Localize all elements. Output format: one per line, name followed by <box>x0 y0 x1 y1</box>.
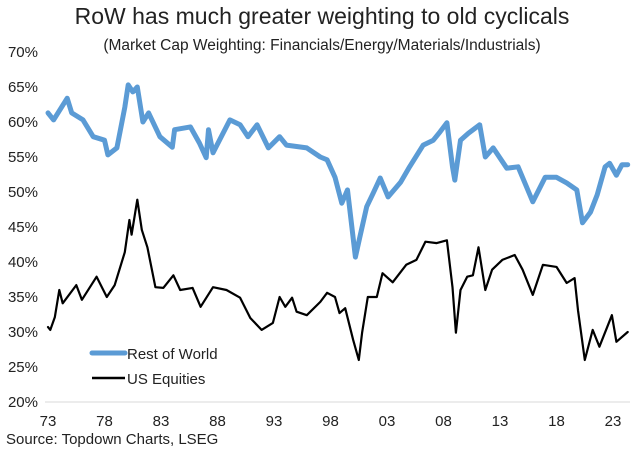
x-tick-label: 73 <box>40 413 57 430</box>
y-axis-ticks: 20% 25% 30% 35% 40% 45% 50% 55% 60% 65% 70% <box>8 44 38 411</box>
chart-title: RoW has much greater weighting to old cy… <box>75 3 570 29</box>
chart-subtitle: (Market Cap Weighting: Financials/Energy… <box>103 37 540 54</box>
x-tick-label: 88 <box>209 413 226 430</box>
series-line-us-equities <box>46 198 629 362</box>
y-tick-label: 45% <box>8 219 38 236</box>
y-tick-label: 40% <box>8 254 38 271</box>
y-tick-label: 30% <box>8 324 38 341</box>
y-tick-label: 35% <box>8 289 38 306</box>
x-axis-ticks: 73 78 83 88 93 98 03 08 13 18 23 <box>40 413 622 430</box>
x-tick-label: 03 <box>379 413 396 430</box>
y-tick-label: 70% <box>8 44 38 61</box>
x-tick-label: 13 <box>492 413 509 430</box>
legend: Rest of World US Equities <box>89 346 218 388</box>
y-tick-label: 65% <box>8 79 38 96</box>
x-tick-label: 78 <box>96 413 113 430</box>
x-tick-label: 18 <box>548 413 565 430</box>
legend-label-rest-of-world: Rest of World <box>127 346 218 363</box>
y-tick-label: 50% <box>8 184 38 201</box>
x-tick-label: 23 <box>605 413 622 430</box>
x-tick-label: 08 <box>435 413 452 430</box>
y-tick-label: 60% <box>8 114 38 131</box>
y-tick-label: 25% <box>8 359 38 376</box>
series-line-rest-of-world <box>45 82 631 260</box>
source-note: Source: Topdown Charts, LSEG <box>6 431 218 448</box>
x-tick-label: 98 <box>322 413 339 430</box>
x-tick-label: 93 <box>266 413 283 430</box>
x-tick-label: 83 <box>153 413 170 430</box>
y-tick-label: 20% <box>8 394 38 411</box>
y-tick-label: 55% <box>8 149 38 166</box>
series-lines <box>45 82 631 362</box>
legend-label-us-equities: US Equities <box>127 371 205 388</box>
